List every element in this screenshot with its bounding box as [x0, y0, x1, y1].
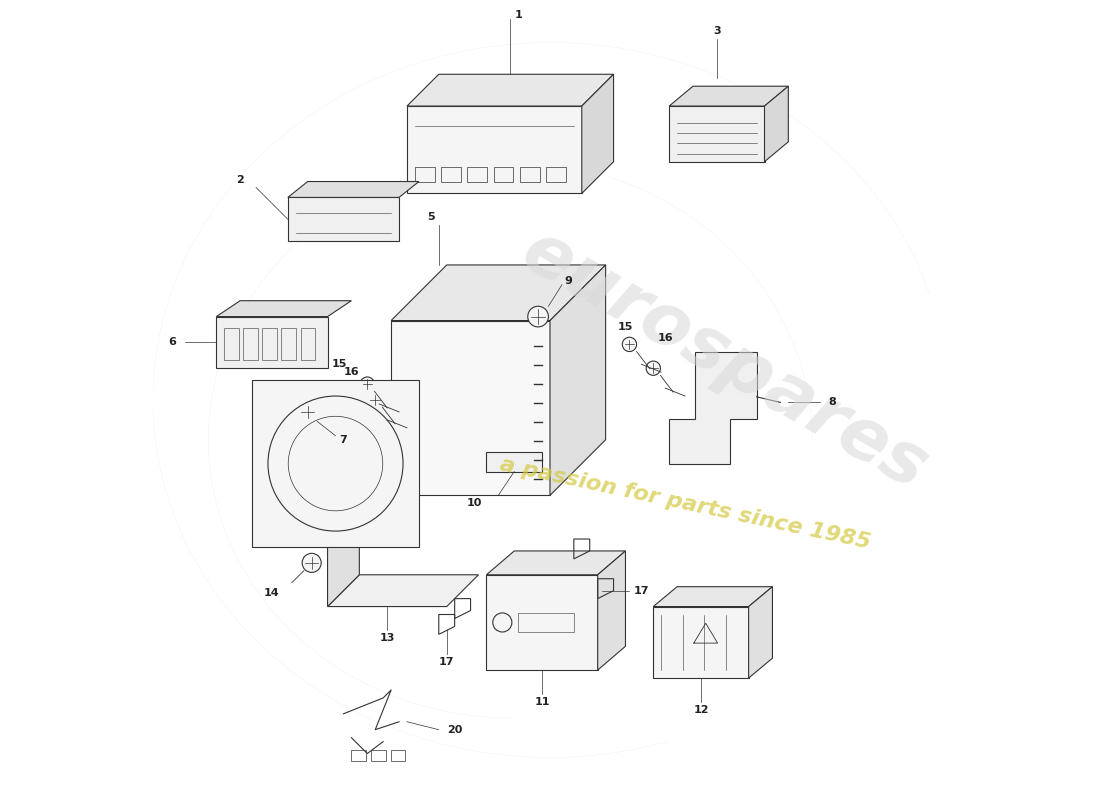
Text: 6: 6 — [168, 338, 177, 347]
Text: 7: 7 — [340, 434, 348, 445]
Polygon shape — [669, 86, 789, 106]
Circle shape — [646, 361, 660, 375]
Bar — [351, 750, 365, 762]
Text: 9: 9 — [564, 276, 572, 286]
Polygon shape — [392, 321, 550, 495]
Text: 12: 12 — [693, 705, 708, 715]
Text: 1: 1 — [515, 10, 522, 20]
Bar — [520, 167, 540, 182]
Bar — [392, 750, 406, 762]
Text: 16: 16 — [343, 367, 360, 377]
Polygon shape — [653, 586, 772, 606]
Polygon shape — [328, 574, 478, 606]
Bar — [518, 613, 574, 632]
Text: a passion for parts since 1985: a passion for parts since 1985 — [498, 454, 872, 553]
Circle shape — [360, 377, 374, 391]
Circle shape — [298, 402, 317, 422]
Polygon shape — [328, 495, 360, 606]
Bar — [441, 167, 461, 182]
Polygon shape — [653, 606, 749, 678]
Bar — [282, 329, 296, 360]
Text: 5: 5 — [427, 212, 434, 222]
Polygon shape — [749, 586, 772, 678]
Polygon shape — [764, 86, 789, 162]
Text: 15: 15 — [618, 322, 634, 332]
Polygon shape — [217, 317, 328, 368]
Polygon shape — [288, 198, 399, 241]
Text: 15: 15 — [332, 359, 348, 370]
Bar — [252, 380, 419, 547]
Text: 17: 17 — [634, 586, 649, 596]
Bar — [546, 167, 565, 182]
Polygon shape — [407, 106, 582, 194]
Polygon shape — [486, 574, 597, 670]
Polygon shape — [669, 352, 757, 463]
Polygon shape — [550, 265, 606, 495]
Text: 20: 20 — [447, 725, 462, 734]
Polygon shape — [597, 551, 626, 670]
Text: 14: 14 — [264, 588, 279, 598]
Text: 3: 3 — [713, 26, 721, 35]
Polygon shape — [288, 182, 419, 198]
Text: 2: 2 — [236, 174, 244, 185]
Circle shape — [528, 306, 549, 327]
Bar — [372, 750, 386, 762]
Text: 11: 11 — [535, 697, 550, 707]
Text: 17: 17 — [439, 657, 454, 667]
Circle shape — [302, 554, 321, 572]
Text: 13: 13 — [379, 634, 395, 643]
Bar — [468, 167, 487, 182]
Polygon shape — [486, 551, 626, 574]
Bar — [415, 167, 434, 182]
Polygon shape — [217, 301, 351, 317]
Polygon shape — [392, 265, 606, 321]
Bar — [224, 329, 239, 360]
Text: eurospares: eurospares — [509, 216, 939, 504]
Polygon shape — [582, 74, 614, 194]
Text: 10: 10 — [468, 498, 483, 508]
Circle shape — [368, 393, 383, 407]
Polygon shape — [669, 106, 764, 162]
Bar — [486, 452, 542, 471]
Text: 16: 16 — [658, 333, 673, 343]
Bar — [300, 329, 315, 360]
Circle shape — [623, 338, 637, 351]
Text: 8: 8 — [828, 398, 836, 407]
Polygon shape — [407, 74, 614, 106]
Bar — [494, 167, 514, 182]
Bar — [263, 329, 277, 360]
Bar — [243, 329, 257, 360]
